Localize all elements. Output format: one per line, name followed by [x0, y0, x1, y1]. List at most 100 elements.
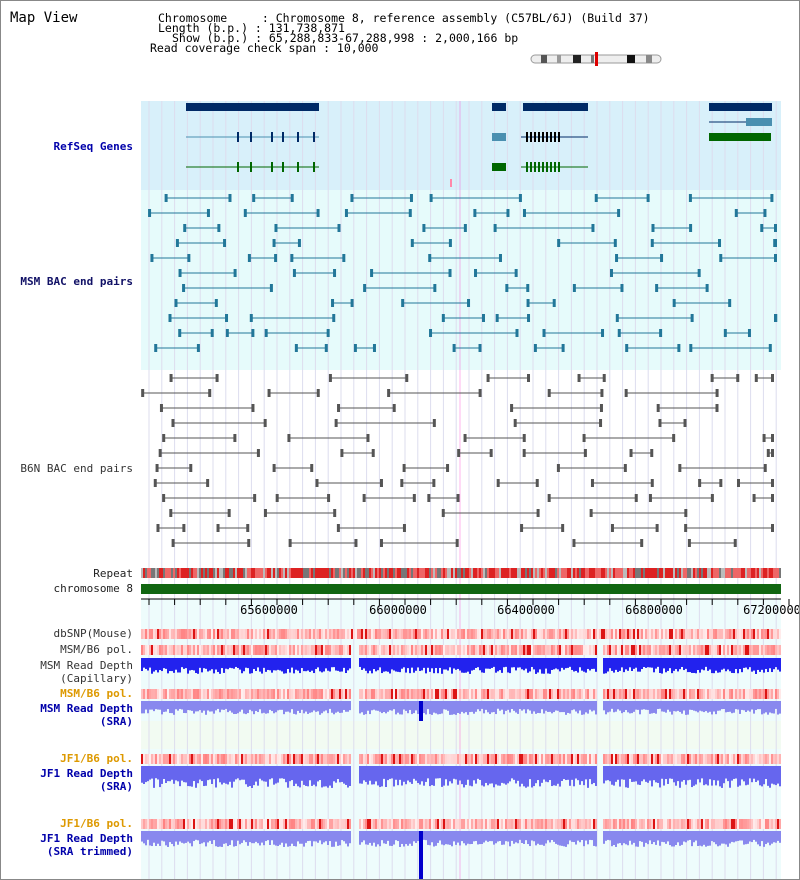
heat-cell — [465, 689, 467, 699]
depth-bar — [431, 701, 433, 715]
heat-cell — [685, 689, 687, 699]
track-label-msm-bac[interactable]: MSM BAC end pairs — [20, 275, 133, 288]
heat-cell — [445, 629, 447, 639]
depth-bar — [685, 658, 687, 669]
repeat-bar — [681, 568, 683, 578]
heat-cell — [509, 754, 511, 764]
depth-bar — [701, 831, 703, 847]
depth-bar — [379, 831, 381, 847]
track-label-jf1-depth-sra[interactable]: JF1 Read Depth — [40, 767, 133, 780]
depth-bar — [631, 766, 633, 782]
depth-bar — [637, 658, 639, 672]
bac-end — [736, 479, 740, 487]
heat-cell — [361, 819, 363, 829]
heat-cell — [387, 754, 389, 764]
repeat-bar — [263, 568, 265, 578]
depth-bar — [363, 831, 365, 841]
repeat-bar — [527, 568, 529, 578]
heat-cell — [205, 629, 207, 639]
repeat-bar — [269, 568, 271, 578]
heat-cell — [185, 629, 187, 639]
heat-cell — [343, 754, 345, 764]
depth-bar — [625, 831, 627, 845]
track-label-msm-b6-pol-2[interactable]: MSM/B6 pol. — [60, 687, 133, 700]
heat-cell — [303, 629, 305, 639]
depth-bar — [295, 701, 297, 715]
heat-cell — [543, 629, 545, 639]
heat-cell — [487, 629, 489, 639]
depth-bar — [641, 658, 643, 670]
heat-cell — [547, 754, 549, 764]
track-label-repeat[interactable]: Repeat — [93, 567, 133, 580]
depth-bar — [403, 701, 405, 710]
depth-bar — [645, 766, 647, 782]
heat-cell — [467, 819, 469, 829]
track-label-refseq[interactable]: RefSeq Genes — [53, 140, 133, 153]
heat-cell — [737, 629, 739, 639]
depth-bar — [201, 658, 203, 673]
bac-end — [615, 314, 619, 322]
depth-bar — [651, 701, 653, 714]
depth-bar — [561, 831, 563, 846]
heat-cell — [537, 629, 539, 639]
depth-bar — [391, 658, 393, 670]
bac-end — [522, 449, 526, 457]
heat-cell — [765, 629, 767, 639]
track-label-msm-depth-sra[interactable]: MSM Read Depth — [40, 702, 133, 715]
depth-bar — [685, 701, 687, 715]
repeat-bar — [421, 568, 423, 578]
depth-bar — [761, 766, 763, 787]
heat-cell — [725, 689, 727, 699]
track-label-jf1-depth-trim[interactable]: JF1 Read Depth — [40, 832, 133, 845]
heat-cell — [607, 645, 609, 655]
depth-bar — [483, 701, 485, 714]
heat-cell — [223, 819, 225, 829]
depth-bar — [307, 701, 309, 714]
gene-exon — [558, 132, 560, 142]
track-label-msm-b6-pol[interactable]: MSM/B6 pol. — [60, 643, 133, 656]
heat-cell — [663, 629, 665, 639]
track-label-jf1-b6-pol-2[interactable]: JF1/B6 pol. — [60, 817, 133, 830]
bac-end — [697, 269, 701, 277]
track-label-chromosome[interactable]: chromosome 8 — [53, 582, 133, 595]
bac-end — [148, 209, 152, 217]
heat-cell — [455, 819, 457, 829]
heat-cell — [647, 645, 649, 655]
heat-cell — [463, 629, 465, 639]
depth-bar — [735, 831, 737, 842]
depth-bar — [643, 831, 645, 847]
depth-bar — [649, 701, 651, 714]
depth-bar — [175, 658, 177, 670]
track-label-jf1-b6-pol[interactable]: JF1/B6 pol. — [60, 752, 133, 765]
depth-bar — [469, 766, 471, 786]
repeat-bar — [273, 568, 275, 578]
heat-cell — [241, 689, 243, 699]
bac-end — [658, 419, 662, 427]
track-label-msm-depth-cap[interactable]: MSM Read Depth — [40, 659, 133, 672]
depth-bar — [607, 701, 609, 713]
depth-bar — [663, 701, 665, 712]
track-label-b6n-bac[interactable]: B6N BAC end pairs — [20, 462, 133, 475]
heat-cell — [635, 689, 637, 699]
gene-exon — [554, 132, 556, 142]
bac-end — [770, 194, 774, 202]
bac-end — [169, 509, 173, 517]
heat-cell — [165, 689, 167, 699]
depth-bar — [251, 831, 253, 844]
heat-cell — [641, 645, 643, 655]
depth-bar — [235, 658, 237, 667]
depth-bar — [779, 658, 781, 672]
repeat-bar — [757, 568, 759, 578]
depth-bar — [497, 831, 499, 842]
depth-bar — [329, 831, 331, 842]
heat-cell — [419, 754, 421, 764]
heat-cell — [171, 754, 173, 764]
track-label-dbsnp[interactable]: dbSNP(Mouse) — [53, 627, 133, 640]
repeat-bar — [751, 568, 753, 578]
repeat-bar — [381, 568, 383, 578]
repeat-bar — [297, 568, 299, 578]
heat-cell — [305, 645, 307, 655]
bac-end — [162, 494, 166, 502]
depth-bar — [747, 701, 749, 711]
